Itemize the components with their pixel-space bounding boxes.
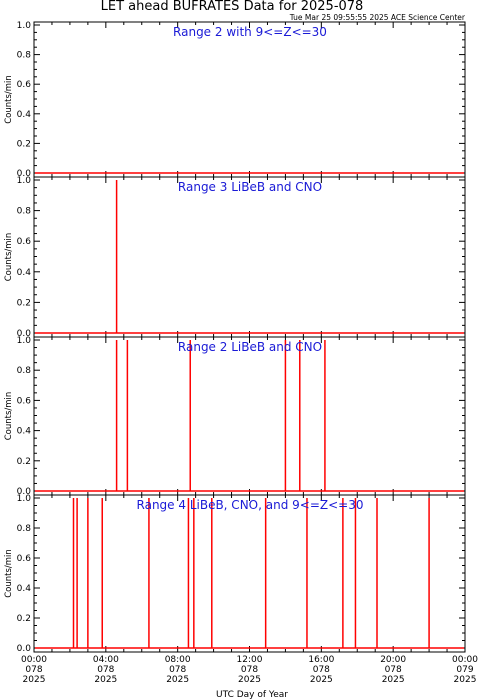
y-tick-label: 0.0: [17, 169, 32, 179]
panel-2: 0.0 0.2 0.4 0.6 0.8 1.0 Counts/min Range 3 LiBe…: [4, 176, 466, 339]
panel-label: Range 4 LiBeB, CNO, and 9<=Z<=30: [137, 498, 364, 512]
panel-frame: [33, 336, 466, 496]
y-tick-label: 0.4: [17, 110, 32, 120]
x-tick-label: 2025: [94, 675, 117, 685]
x-tick-label: 2025: [238, 675, 261, 685]
panel-frame: [33, 21, 466, 178]
y-tick-label: 0.2: [17, 139, 31, 149]
x-tick-label: 078: [313, 665, 330, 675]
y-tick-label: 0.2: [17, 457, 31, 467]
y-tick-label: 0.0: [17, 329, 32, 339]
x-tick-label: 04:00: [93, 655, 119, 665]
y-tick-label: 0.4: [17, 427, 32, 437]
y-tick-label: 0.8: [17, 207, 32, 217]
y-axis-label: Counts/min: [4, 392, 14, 441]
panel-label: Range 3 LiBeB and CNO: [178, 180, 322, 194]
y-tick-label: 1.0: [17, 494, 32, 504]
panel-3: 0.0 0.2 0.4 0.6 0.8 1.0 Counts/min Range 2 LiBe…: [4, 336, 466, 497]
panel-frame: [33, 176, 466, 338]
y-tick-label: 0.4: [17, 268, 32, 278]
chart-title: LET ahead BUFRATES Data for 2025-078: [101, 0, 364, 14]
y-tick-label: 0.6: [17, 396, 32, 406]
y-tick-label: 0.8: [17, 366, 32, 376]
y-tick-label: 0.8: [17, 51, 32, 61]
y-tick-label: 0.2: [17, 298, 31, 308]
y-tick-label: 1.0: [17, 21, 32, 31]
panel-1: 0.0 0.2 0.4 0.6 0.8 1.0 Counts/min Range 2 with…: [4, 21, 466, 179]
x-tick-label: 078: [25, 665, 42, 675]
timestamp-text: Tue Mar 25 09:55:55 2025 ACE Science Cen…: [289, 13, 466, 22]
y-axis-label: Counts/min: [4, 549, 14, 598]
x-tick-label: 12:00: [237, 655, 263, 665]
x-tick-label: 08:00: [165, 655, 191, 665]
y-tick-label: 0.6: [17, 237, 32, 247]
y-axis-label: Counts/min: [4, 75, 14, 124]
y-tick-label: 0.6: [17, 554, 32, 564]
panel-label: Range 2 with 9<=Z<=30: [173, 25, 327, 39]
panel-label: Range 2 LiBeB and CNO: [178, 340, 322, 354]
x-tick-label: 2025: [382, 675, 405, 685]
y-tick-label: 0.2: [17, 614, 31, 624]
panel-frame: [33, 494, 466, 653]
y-tick-label: 1.0: [17, 176, 32, 186]
x-tick-label: 078: [97, 665, 114, 675]
x-tick-label: 2025: [166, 675, 189, 685]
x-tick-label: 2025: [310, 675, 333, 685]
x-tick-label: 16:00: [308, 655, 334, 665]
y-tick-label: 0.6: [17, 80, 32, 90]
y-axis-label: Counts/min: [4, 233, 14, 282]
x-tick-label: 078: [385, 665, 402, 675]
x-tick-label: 2025: [454, 675, 477, 685]
y-tick-label: 0.8: [17, 524, 32, 534]
panel-4: 0.0 0.2 0.4 0.6 0.8 1.0 Counts/min Range 4 LiBe…: [4, 494, 466, 654]
x-tick-label: 079: [456, 665, 473, 675]
x-tick-label: 078: [241, 665, 258, 675]
x-tick-label: 078: [169, 665, 186, 675]
x-tick-label: 00:00: [452, 655, 478, 665]
y-tick-label: 0.4: [17, 584, 32, 594]
y-tick-label: 1.0: [17, 336, 32, 346]
y-tick-label: 0.0: [17, 644, 32, 654]
x-tick-label: 2025: [23, 675, 46, 685]
x-tick-label: 00:00: [21, 655, 47, 665]
x-axis-label: UTC Day of Year: [216, 690, 288, 700]
y-tick-label: 0.0: [17, 487, 32, 497]
x-tick-label: 20:00: [380, 655, 406, 665]
